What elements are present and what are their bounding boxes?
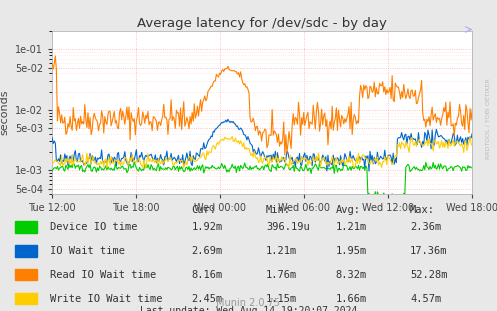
Text: 1.21m: 1.21m (266, 246, 297, 256)
Text: 1.66m: 1.66m (335, 294, 367, 304)
Text: 2.69m: 2.69m (191, 246, 223, 256)
Text: 2.36m: 2.36m (410, 222, 441, 232)
Text: 17.36m: 17.36m (410, 246, 447, 256)
Text: 1.92m: 1.92m (191, 222, 223, 232)
Text: Read IO Wait time: Read IO Wait time (50, 270, 156, 280)
Title: Average latency for /dev/sdc - by day: Average latency for /dev/sdc - by day (137, 17, 387, 30)
Bar (15, 269, 37, 280)
Text: 1.21m: 1.21m (335, 222, 367, 232)
Bar (15, 245, 37, 257)
Bar (15, 221, 37, 233)
Text: Min:: Min: (266, 206, 291, 216)
Text: Cur:: Cur: (191, 206, 216, 216)
Text: 1.95m: 1.95m (335, 246, 367, 256)
Text: 396.19u: 396.19u (266, 222, 310, 232)
Text: 2.45m: 2.45m (191, 294, 223, 304)
Text: 8.32m: 8.32m (335, 270, 367, 280)
Text: Avg:: Avg: (335, 206, 360, 216)
Text: 4.57m: 4.57m (410, 294, 441, 304)
Text: Device IO time: Device IO time (50, 222, 137, 232)
Text: IO Wait time: IO Wait time (50, 246, 125, 256)
Text: 1.76m: 1.76m (266, 270, 297, 280)
Text: 8.16m: 8.16m (191, 270, 223, 280)
Text: RRDTOOL / TOBI OETIKER: RRDTOOL / TOBI OETIKER (486, 78, 491, 159)
Text: Write IO Wait time: Write IO Wait time (50, 294, 162, 304)
Text: 1.15m: 1.15m (266, 294, 297, 304)
Text: Max:: Max: (410, 206, 435, 216)
Text: Last update: Wed Aug 14 19:20:07 2024: Last update: Wed Aug 14 19:20:07 2024 (140, 305, 357, 311)
Y-axis label: seconds: seconds (0, 90, 9, 136)
Text: Munin 2.0.75: Munin 2.0.75 (217, 298, 280, 308)
Bar (15, 293, 37, 304)
Text: 52.28m: 52.28m (410, 270, 447, 280)
